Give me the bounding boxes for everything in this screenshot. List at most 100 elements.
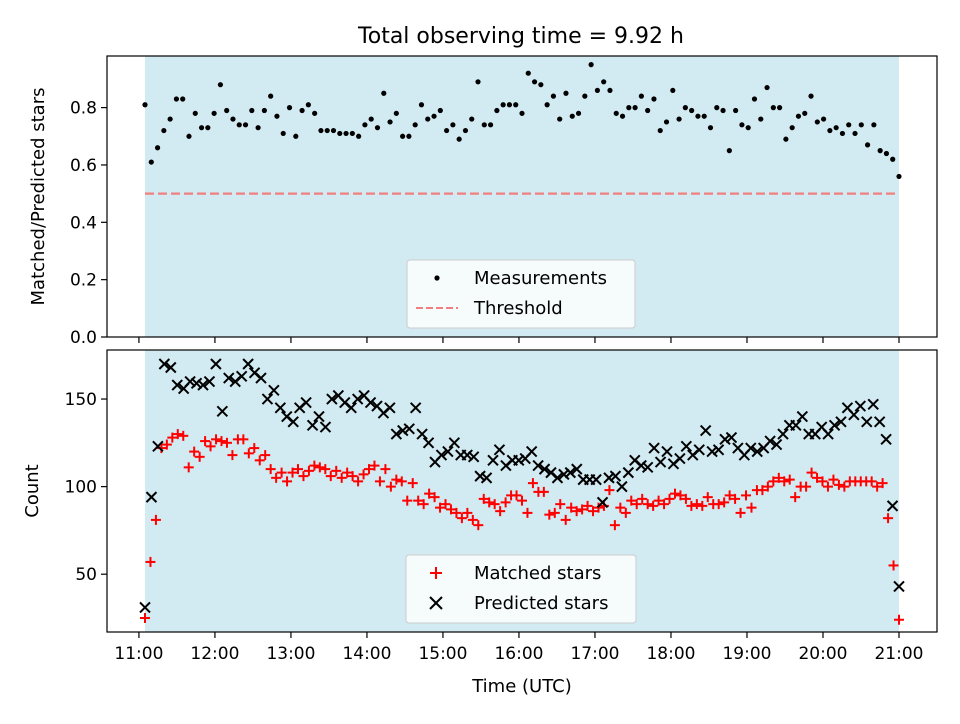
x-tick-label: 14:00 (342, 644, 391, 664)
measurement-point (770, 105, 776, 111)
matched-star-point (445, 504, 456, 515)
measurement-point (695, 113, 701, 119)
predicted-star-point (403, 423, 415, 435)
matched-star-point (642, 499, 653, 510)
predicted-star-point (326, 393, 338, 405)
predicted-star-point (261, 393, 274, 405)
predicted-star-point (680, 440, 693, 453)
predicted-star-point (641, 461, 654, 474)
predicted-star-point (165, 361, 177, 374)
measurement-point (318, 127, 324, 134)
matched-star-point (893, 614, 904, 625)
matched-star-point (522, 507, 533, 518)
measurement-point (563, 90, 569, 96)
predicted-star-point (397, 424, 409, 437)
matched-star-point (495, 506, 506, 517)
measurement-point (418, 102, 425, 108)
predicted-star-point (551, 472, 564, 484)
measurement-point (431, 113, 437, 119)
measurement-point (349, 130, 355, 137)
matched-star-point (517, 495, 527, 506)
measurement-point (726, 148, 732, 154)
measurement-point (173, 96, 180, 102)
matched-star-point (883, 513, 894, 524)
matched-star-point (462, 507, 473, 518)
measurement-point (312, 110, 318, 116)
matched-star-point (385, 481, 396, 492)
matched-star-point (768, 476, 779, 487)
measurement-point (487, 122, 494, 128)
measurement-point (864, 142, 871, 148)
measurement-point (217, 82, 224, 88)
plus-marker-icon (430, 567, 442, 579)
matched-star-point (888, 560, 899, 571)
measurement-point (764, 84, 770, 91)
matched-star-point (648, 500, 659, 511)
matched-star-point (194, 451, 205, 462)
measurement-point (186, 133, 192, 139)
measurement-point (896, 173, 902, 180)
measurement-point (167, 116, 173, 122)
measurement-point (758, 116, 764, 122)
matched-star-point (380, 464, 391, 475)
matched-star-point (435, 502, 446, 513)
matched-star-point (145, 556, 156, 567)
matched-star-point (762, 481, 773, 492)
measurement-point (205, 125, 211, 131)
predicted-star-point (873, 416, 886, 428)
measurement-point (211, 110, 217, 116)
measurement-point (450, 122, 456, 128)
matched-star-point (615, 502, 626, 513)
chart-title: Total observing time = 9.92 h (357, 24, 684, 49)
matched-star-point (205, 441, 216, 452)
matched-star-point (702, 492, 713, 503)
measurement-point (613, 110, 619, 116)
measurement-point (601, 79, 607, 85)
matched-star-point (675, 490, 686, 501)
measurement-point (425, 116, 431, 122)
matched-star-point (790, 492, 801, 503)
measurement-point (739, 122, 745, 128)
measurement-point (412, 122, 418, 128)
matched-star-point (314, 462, 325, 473)
measurement-point (663, 119, 670, 125)
predicted-star-point (487, 454, 499, 467)
predicted-star-point (461, 449, 473, 461)
matched-star-point (413, 495, 424, 506)
matched-star-point (287, 467, 298, 478)
measurement-point (299, 107, 305, 114)
matched-star-point (571, 506, 582, 517)
predicted-star-point (242, 358, 254, 370)
matched-star-point (511, 490, 522, 501)
measurement-point (538, 82, 544, 88)
x-tick-label: 18:00 (646, 644, 695, 664)
measurement-point (689, 107, 695, 114)
predicted-star-point (493, 444, 506, 456)
measurement-point (343, 130, 349, 137)
measurement-point (645, 107, 651, 114)
x-tick-label: 11:00 (114, 644, 163, 664)
matched-star-point (560, 514, 571, 525)
predicted-star-point (590, 473, 602, 486)
measurement-point (777, 105, 783, 111)
matched-star-point (167, 432, 178, 443)
predicted-star-point (216, 405, 229, 418)
measurement-point (720, 107, 726, 114)
predicted-star-point (571, 463, 583, 475)
predicted-star-point (300, 396, 312, 409)
matched-star-point (303, 465, 314, 476)
matched-star-point (549, 507, 560, 518)
matched-star-point (309, 460, 320, 471)
predicted-star-point (184, 375, 196, 388)
x-tick-label: 16:00 (494, 644, 543, 664)
predicted-star-point (622, 466, 635, 479)
matched-star-point (812, 472, 823, 483)
measurement-point (305, 102, 311, 108)
predicted-star-point (313, 410, 325, 423)
predicted-star-point (319, 421, 332, 433)
measurement-point (531, 79, 538, 85)
measurement-point (871, 122, 877, 128)
count-legend: Matched stars Predicted stars (405, 554, 637, 624)
predicted-star-point (525, 445, 538, 458)
